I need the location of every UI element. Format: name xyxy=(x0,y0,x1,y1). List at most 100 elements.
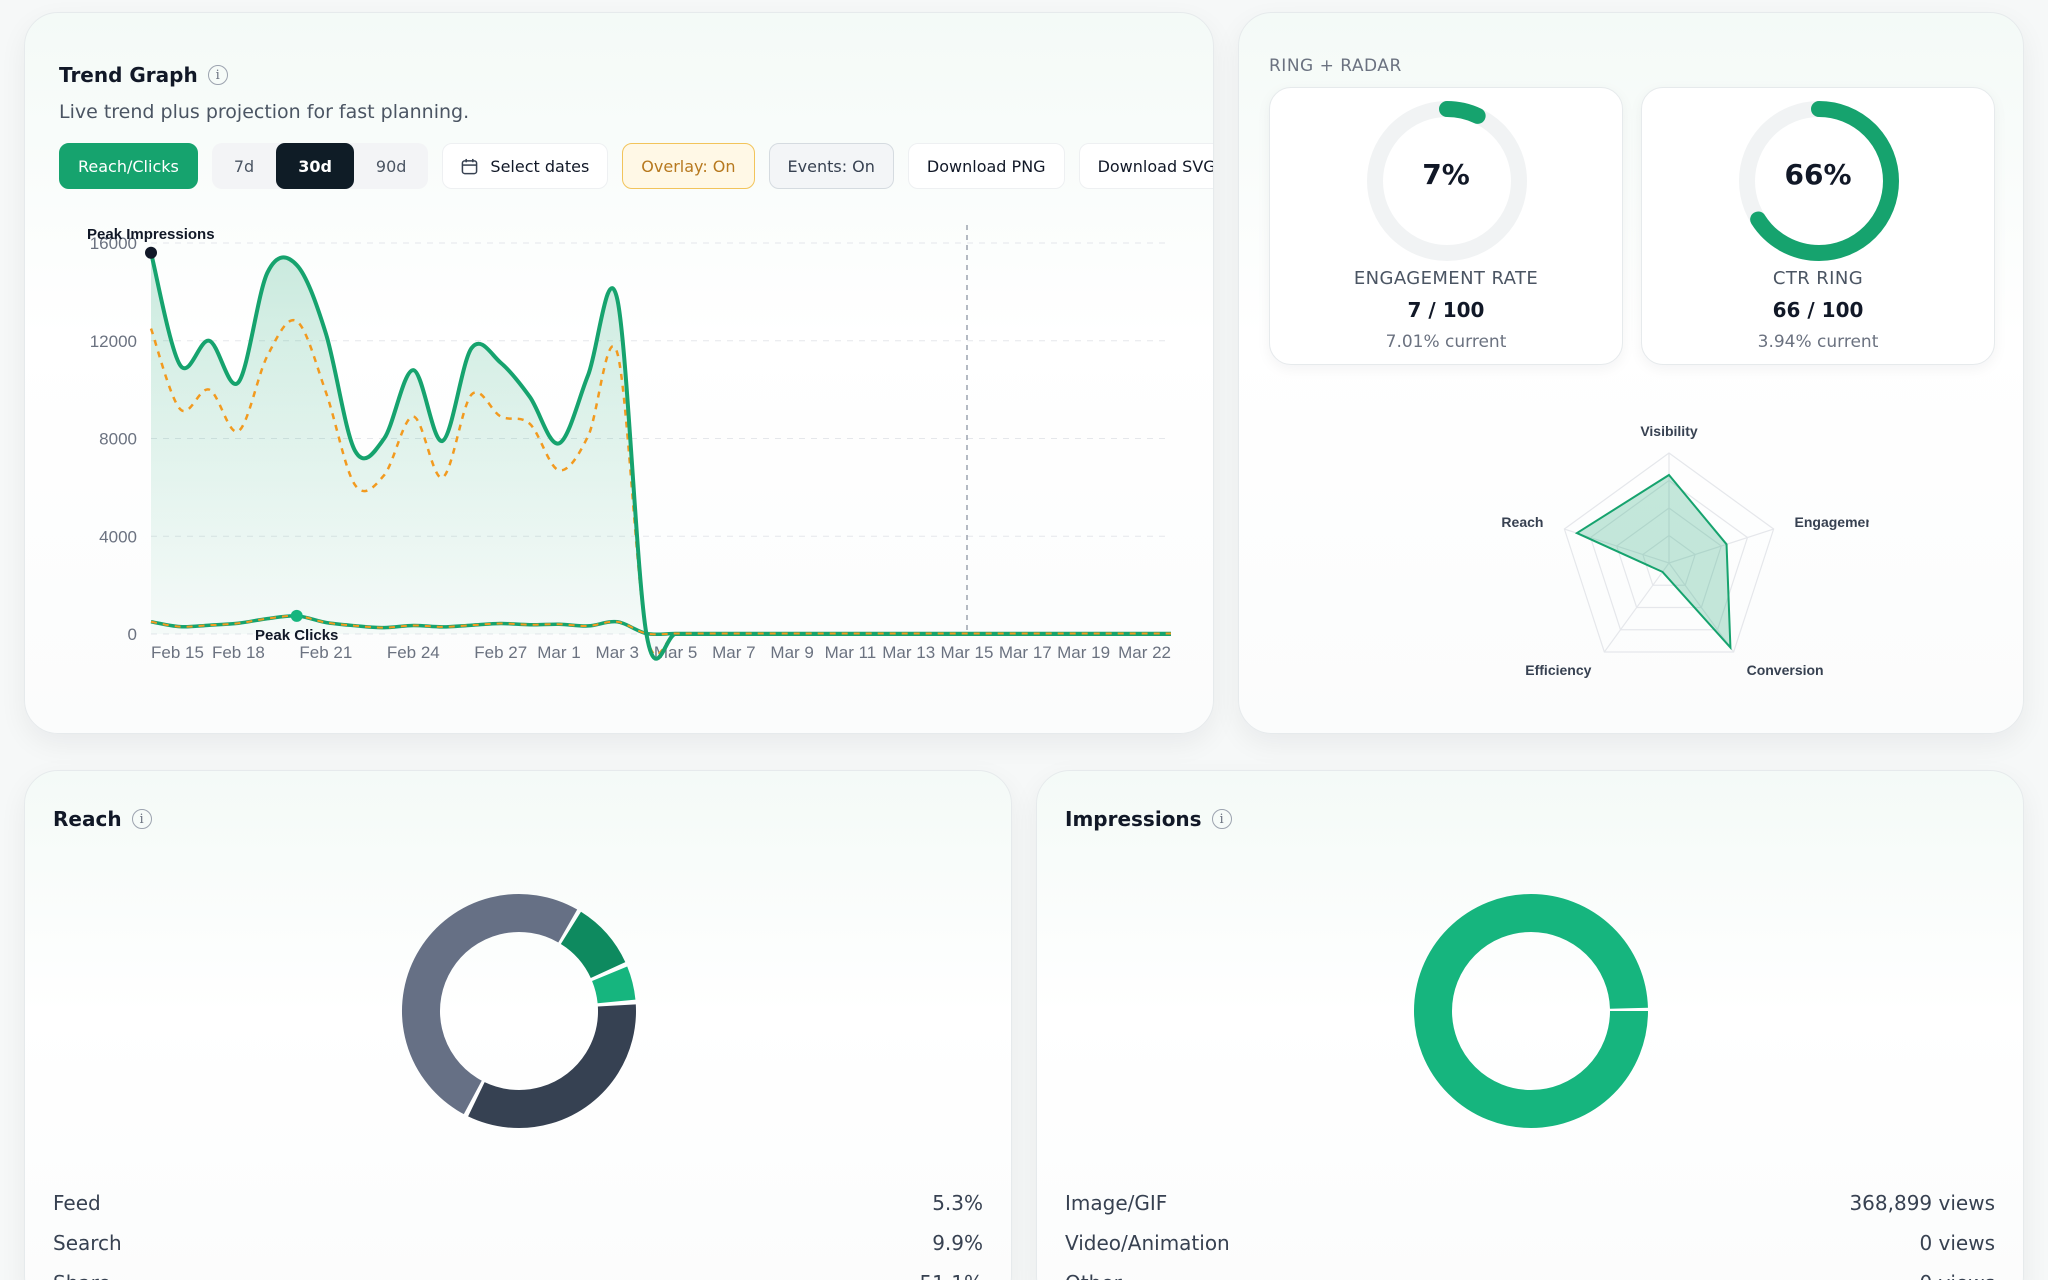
y-tick-label: 0 xyxy=(128,625,137,644)
x-tick-label: Feb 27 xyxy=(474,643,527,662)
donut-slice[interactable] xyxy=(389,881,649,1141)
radar-spoke xyxy=(1668,562,1735,653)
x-tick-label: Mar 13 xyxy=(882,643,935,662)
engagement-ring xyxy=(1367,101,1527,261)
impressions-legend: Image/GIF 368,899 views Video/Animation 0 v… xyxy=(1065,1183,1995,1280)
ring-radar-section-label: RING + RADAR xyxy=(1269,56,1402,76)
select-dates-button[interactable]: Select dates xyxy=(442,143,609,189)
ctr-ring-label: CTR RING xyxy=(1772,268,1864,289)
radar-spoke xyxy=(1603,562,1670,653)
ctr-ring-progress xyxy=(1739,101,1899,261)
legend-label: Image/GIF xyxy=(1065,1191,1168,1215)
radar-area xyxy=(1574,473,1732,651)
overlay-toggle-button[interactable]: Overlay: On xyxy=(622,143,755,189)
select-dates-label: Select dates xyxy=(490,156,590,176)
donut-slice[interactable] xyxy=(1414,894,1648,1128)
peak-clicks-marker[interactable] xyxy=(290,609,303,622)
legend-value: 368,899 views xyxy=(1849,1191,1995,1215)
radar-grid-ring xyxy=(1563,452,1775,653)
legend-label: Other xyxy=(1065,1271,1122,1280)
y-tick-label: 8000 xyxy=(99,430,137,449)
x-tick-label: Mar 19 xyxy=(1057,643,1110,662)
impressions-card: Impressions i Image/GIF 368,899 views Vide… xyxy=(1036,770,2024,1280)
y-tick-label: 4000 xyxy=(99,527,137,546)
reach-legend: Feed 5.3% Search 9.9% Share 51.1% xyxy=(53,1183,983,1280)
donut-slice[interactable] xyxy=(389,881,649,1141)
engagement-rate-label: ENGAGEMENT RATE xyxy=(1353,268,1539,289)
trend-title-row: Trend Graph i xyxy=(59,63,228,87)
y-axis: 16000 12000 8000 4000 0 xyxy=(90,234,137,644)
legend-value: 5.3% xyxy=(932,1191,983,1215)
legend-value: 0 views xyxy=(1919,1231,1995,1255)
impressions-title: Impressions xyxy=(1065,807,1202,831)
x-tick-label: Mar 17 xyxy=(999,643,1052,662)
y-tick-label: 16000 xyxy=(90,234,137,253)
peak-clicks-label: Peak Clicks xyxy=(255,627,338,644)
radar-axis-label: Conversion xyxy=(1747,662,1824,678)
trend-title: Trend Graph xyxy=(59,63,198,87)
metric-toggle-button[interactable]: Reach/Clicks xyxy=(59,143,198,189)
ctr-ring-card: 66% CTR RING 66 / 100 3.94% current xyxy=(1641,87,1995,365)
info-icon[interactable]: i xyxy=(131,809,152,829)
reach-donut-chart xyxy=(389,881,649,1141)
x-tick-label: Feb 15 xyxy=(151,643,204,662)
radar-grid-ring xyxy=(1615,507,1723,609)
radar-grid xyxy=(1563,452,1775,653)
info-icon[interactable]: i xyxy=(207,65,228,85)
x-tick-label: Mar 1 xyxy=(537,643,580,662)
x-tick-label: Mar 7 xyxy=(712,643,755,662)
radar-grid-ring xyxy=(1642,534,1696,586)
ctr-ring xyxy=(1739,101,1899,261)
ctr-ring-value: 66% xyxy=(1784,158,1852,191)
legend-row: Feed 5.3% xyxy=(53,1183,983,1223)
legend-label: Video/Animation xyxy=(1065,1231,1230,1255)
calendar-icon xyxy=(462,158,478,174)
legend-value: 51.1% xyxy=(919,1271,983,1280)
radar-axis-label: Visibility xyxy=(1640,423,1698,439)
peak-impressions-marker[interactable] xyxy=(145,246,157,259)
impressions-donut-chart xyxy=(1414,894,1648,1128)
legend-label: Share xyxy=(53,1271,111,1280)
engagement-rate-card: 7% ENGAGEMENT RATE 7 / 100 7.01% current xyxy=(1269,87,1623,365)
ctr-ring-score: 66 / 100 xyxy=(1772,298,1864,322)
info-icon[interactable]: i xyxy=(1211,809,1232,829)
x-axis: Feb 15 Feb 18 Feb 21 Feb 24 Feb 27 Mar 1 Mar 3… xyxy=(151,643,1171,662)
x-tick-label: Mar 9 xyxy=(770,643,813,662)
x-tick-label: Feb 21 xyxy=(299,643,352,662)
trend-subtitle: Live trend plus projection for fast plan… xyxy=(59,101,470,123)
radar-axis-labels: Visibility Engagement Conversion Efficiency… xyxy=(1501,423,1869,678)
trend-graph-card: Trend Graph i Live trend plus projection… xyxy=(24,12,1214,734)
x-tick-label: Mar 3 xyxy=(596,643,639,662)
engagement-ring-progress xyxy=(1367,101,1527,261)
clicks-projection-series xyxy=(150,614,1171,636)
engagement-ring-value: 7% xyxy=(1422,158,1470,191)
x-tick-label: Mar 22 xyxy=(1118,643,1171,662)
legend-label: Feed xyxy=(53,1191,101,1215)
range-30d-button[interactable]: 30d xyxy=(276,143,354,189)
trend-toolbar: Reach/Clicks 7d 30d 90d Select dates Ove… xyxy=(59,143,1213,189)
download-svg-button[interactable]: Download SVG xyxy=(1078,143,1213,189)
x-tick-label: Feb 18 xyxy=(212,643,265,662)
ring-radar-card: RING + RADAR 7% ENGAGEMENT RATE 7 / 100 … xyxy=(1238,12,2024,734)
radar-chart: Visibility Engagement Conversion Efficiency… xyxy=(1501,423,1869,678)
range-90d-button[interactable]: 90d xyxy=(375,156,407,176)
engagement-rate-score: 7 / 100 xyxy=(1407,298,1485,322)
x-tick-label: Mar 11 xyxy=(825,643,877,662)
range-segmented-control: 7d 30d 90d xyxy=(211,143,429,189)
legend-row: Other 0 views xyxy=(1065,1263,1995,1280)
radar-grid-ring xyxy=(1589,479,1749,631)
events-toggle-button[interactable]: Events: On xyxy=(768,143,894,189)
impressions-title-row: Impressions i xyxy=(1065,807,1232,831)
legend-value: 9.9% xyxy=(932,1231,983,1255)
radar-spoke xyxy=(1668,528,1774,564)
reach-area xyxy=(151,252,1171,659)
legend-row: Search 9.9% xyxy=(53,1223,983,1263)
legend-label: Search xyxy=(53,1231,122,1255)
engagement-rate-current: 7.01% current xyxy=(1385,332,1507,352)
ctr-ring-current: 3.94% current xyxy=(1757,332,1879,352)
reach-title: Reach xyxy=(53,807,122,831)
range-7d-button[interactable]: 7d xyxy=(233,156,255,176)
x-tick-label: Feb 24 xyxy=(387,643,440,662)
download-png-button[interactable]: Download PNG xyxy=(907,143,1065,189)
